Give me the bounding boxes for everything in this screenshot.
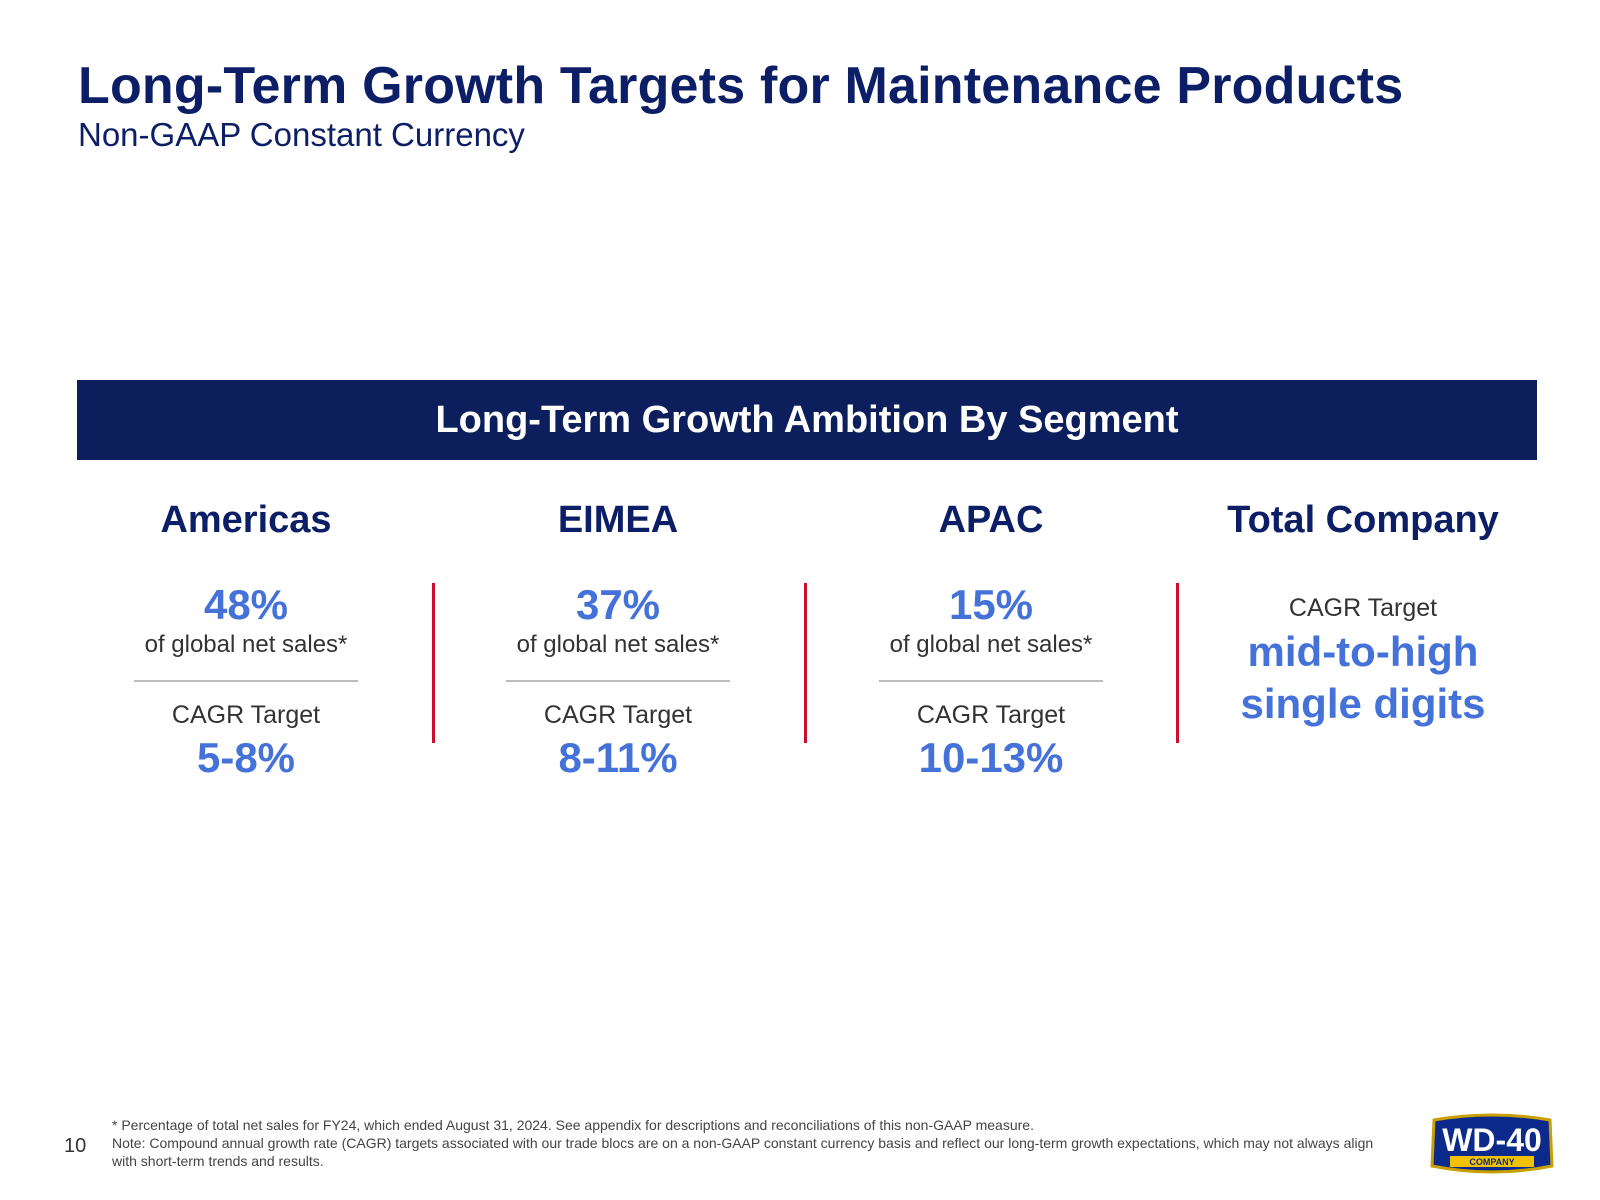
cagr-value: 10-13% bbox=[918, 734, 1064, 781]
cagr-value: 5-8% bbox=[196, 734, 296, 781]
cagr-value-line-2: single digits bbox=[1240, 680, 1486, 727]
sales-share: 37% bbox=[575, 581, 661, 628]
column-divider bbox=[804, 583, 807, 743]
page-number: 10 bbox=[64, 1135, 87, 1157]
sales-share-label: of global net sales* bbox=[516, 631, 720, 658]
sales-share: 15% bbox=[948, 581, 1034, 628]
column-divider bbox=[432, 583, 435, 743]
wd40-logo: WD-40 COMPANY bbox=[1428, 1110, 1556, 1178]
column-divider bbox=[1176, 583, 1179, 743]
segment-apac: APAC 15% of global net sales* CAGR Targe… bbox=[826, 495, 1156, 784]
sales-share: 48% bbox=[203, 581, 289, 628]
footnote-cagr: Note: Compound annual growth rate (CAGR)… bbox=[112, 1135, 1374, 1169]
segment-name: APAC bbox=[938, 499, 1044, 541]
segment-name: Total Company bbox=[1227, 499, 1499, 541]
cagr-value: 8-11% bbox=[558, 734, 678, 781]
segment-name: EIMEA bbox=[557, 499, 679, 541]
separator-rule bbox=[879, 680, 1103, 682]
banner-title: Long-Term Growth Ambition By Segment bbox=[435, 398, 1179, 441]
separator-rule bbox=[134, 680, 358, 682]
segment-total-company: Total Company CAGR Target mid-to-high si… bbox=[1198, 495, 1528, 730]
logo-sub-text: COMPANY bbox=[1469, 1157, 1514, 1167]
sales-share-label: of global net sales* bbox=[144, 631, 348, 658]
cagr-value-line-1: mid-to-high bbox=[1247, 628, 1479, 675]
segment-eimea: EIMEA 37% of global net sales* CAGR Targ… bbox=[453, 495, 783, 784]
footnote-sales: * Percentage of total net sales for FY24… bbox=[112, 1117, 1034, 1133]
wd40-logo-graphic: WD-40 COMPANY bbox=[1430, 1113, 1554, 1174]
separator-rule bbox=[506, 680, 730, 682]
segment-americas: Americas 48% of global net sales* CAGR T… bbox=[81, 495, 411, 784]
logo-company-band bbox=[1450, 1156, 1534, 1167]
cagr-label: CAGR Target bbox=[543, 701, 693, 729]
segment-banner: Long-Term Growth Ambition By Segment bbox=[77, 380, 1537, 460]
logo-main-text: WD-40 bbox=[1442, 1122, 1542, 1158]
segment-name: Americas bbox=[160, 499, 332, 541]
cagr-label: CAGR Target bbox=[916, 701, 1066, 729]
cagr-label: CAGR Target bbox=[171, 701, 321, 729]
cagr-label: CAGR Target bbox=[1288, 594, 1438, 622]
page-subtitle: Non-GAAP Constant Currency bbox=[78, 116, 525, 153]
page-title: Long-Term Growth Targets for Maintenance… bbox=[78, 57, 1404, 115]
sales-share-label: of global net sales* bbox=[889, 631, 1093, 658]
footnotes: * Percentage of total net sales for FY24… bbox=[112, 1116, 1382, 1170]
